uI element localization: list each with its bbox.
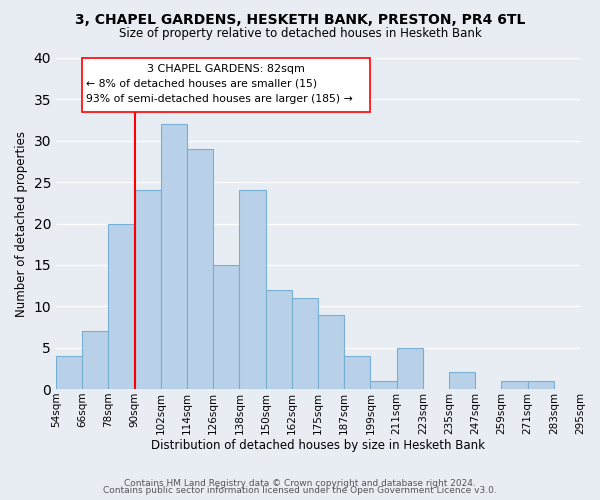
Text: 3, CHAPEL GARDENS, HESKETH BANK, PRESTON, PR4 6TL: 3, CHAPEL GARDENS, HESKETH BANK, PRESTON… xyxy=(75,12,525,26)
Bar xyxy=(344,356,370,389)
Bar xyxy=(527,381,554,389)
Text: Size of property relative to detached houses in Hesketh Bank: Size of property relative to detached ho… xyxy=(119,27,481,40)
Text: Contains HM Land Registry data © Crown copyright and database right 2024.: Contains HM Land Registry data © Crown c… xyxy=(124,478,476,488)
Bar xyxy=(502,381,527,389)
Y-axis label: Number of detached properties: Number of detached properties xyxy=(15,130,28,316)
Bar xyxy=(109,224,134,389)
Text: 93% of semi-detached houses are larger (185) →: 93% of semi-detached houses are larger (… xyxy=(86,94,353,104)
Text: 3 CHAPEL GARDENS: 82sqm: 3 CHAPEL GARDENS: 82sqm xyxy=(148,64,305,74)
Bar xyxy=(449,372,475,389)
Bar xyxy=(292,298,318,389)
FancyBboxPatch shape xyxy=(82,58,370,112)
Bar xyxy=(82,331,109,389)
Bar xyxy=(161,124,187,389)
Bar xyxy=(370,381,397,389)
Bar xyxy=(318,314,344,389)
Bar xyxy=(266,290,292,389)
Text: Contains public sector information licensed under the Open Government Licence v3: Contains public sector information licen… xyxy=(103,486,497,495)
Bar xyxy=(397,348,423,389)
X-axis label: Distribution of detached houses by size in Hesketh Bank: Distribution of detached houses by size … xyxy=(151,440,485,452)
Bar xyxy=(134,190,161,389)
Text: ← 8% of detached houses are smaller (15): ← 8% of detached houses are smaller (15) xyxy=(86,78,317,88)
Bar xyxy=(187,149,213,389)
Bar xyxy=(239,190,266,389)
Bar xyxy=(213,265,239,389)
Bar xyxy=(56,356,82,389)
